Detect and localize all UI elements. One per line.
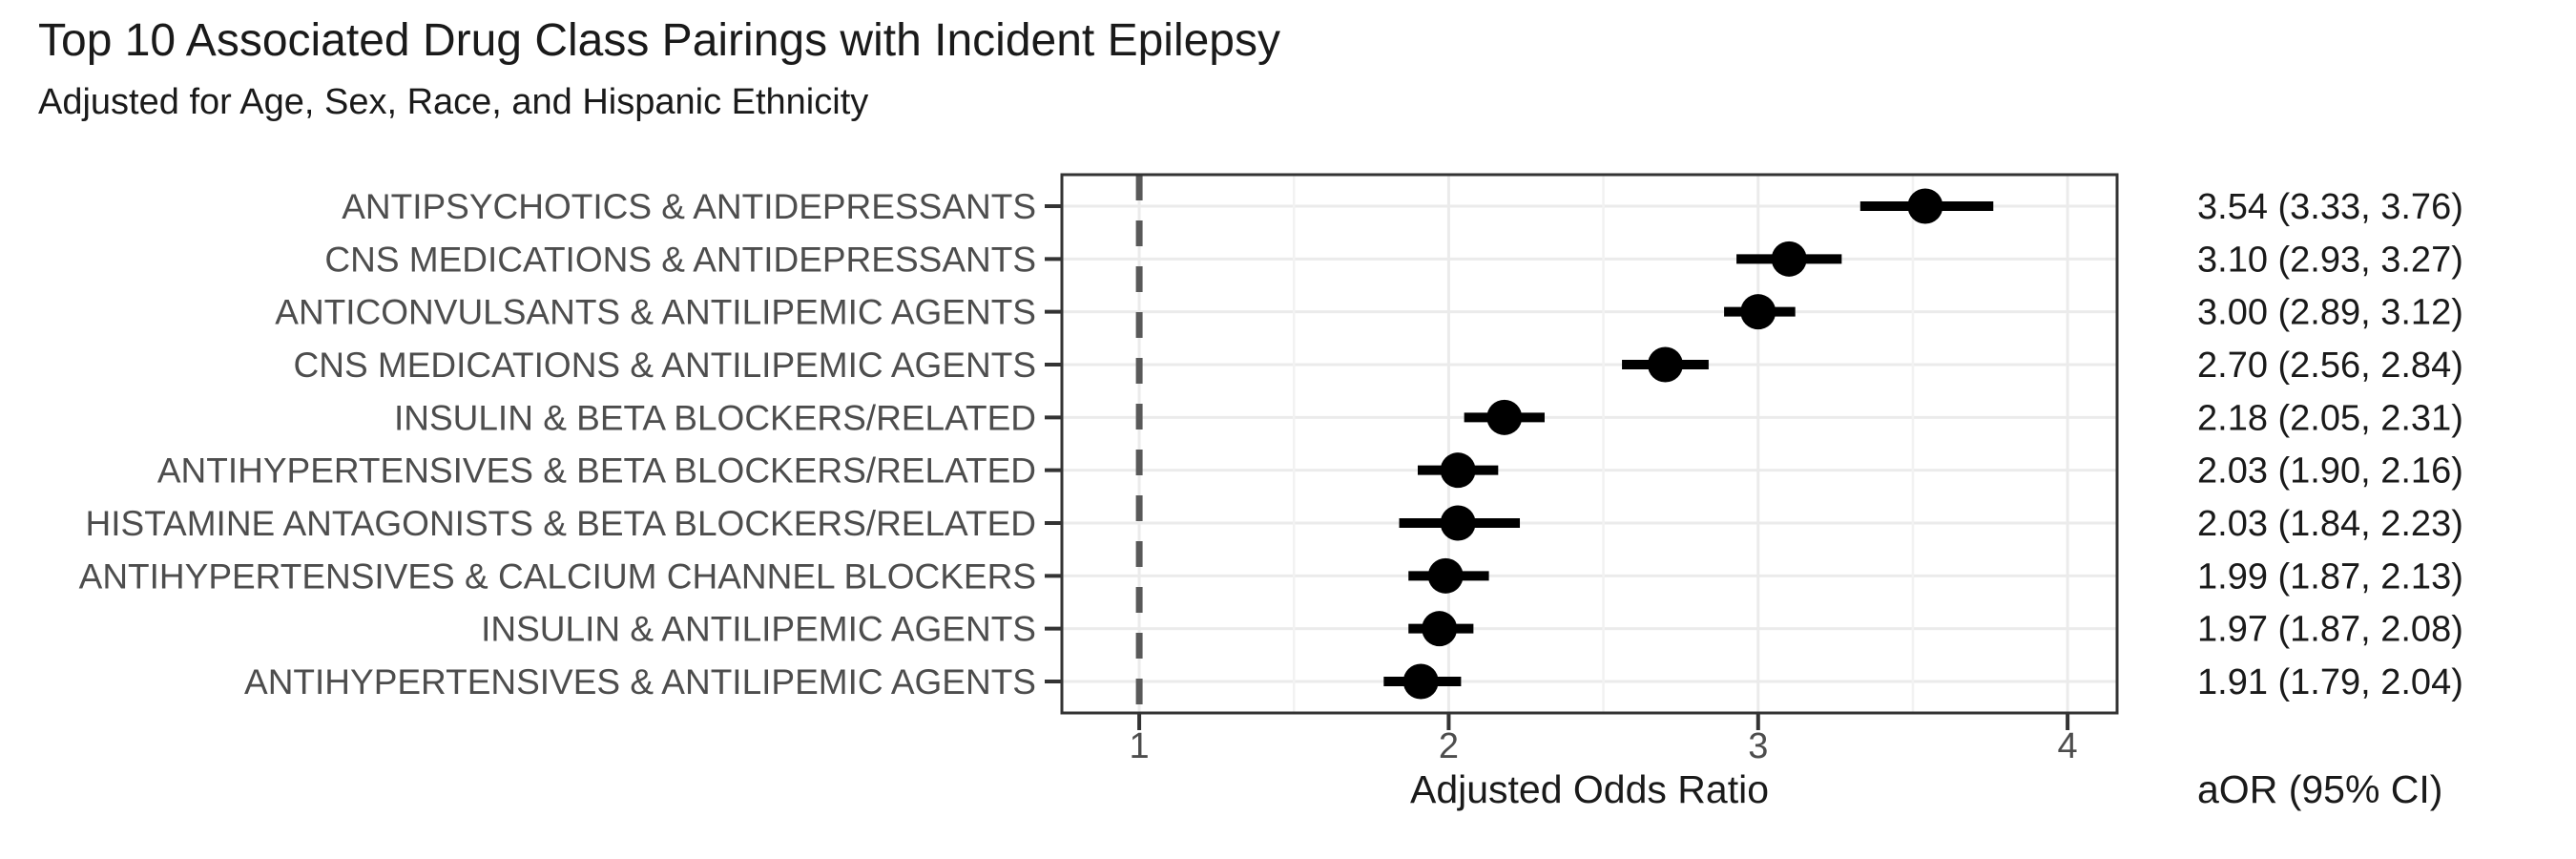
plot-title: Top 10 Associated Drug Class Pairings wi… (38, 15, 1280, 66)
odds-ratio-point (1422, 611, 1458, 647)
aor-ci-value: 3.00 (2.89, 3.12) (2197, 293, 2463, 333)
forest-row (1399, 505, 1521, 541)
plot-subtitle: Adjusted for Age, Sex, Race, and Hispani… (38, 82, 868, 122)
aor-ci-value: 2.03 (1.84, 2.23) (2197, 504, 2463, 544)
aor-ci-value: 1.91 (1.79, 2.04) (2197, 662, 2463, 702)
y-axis-label: ANTIHYPERTENSIVES & ANTILIPEMIC AGENTS (244, 662, 1036, 702)
y-axis-label: ANTICONVULSANTS & ANTILIPEMIC AGENTS (275, 293, 1036, 332)
odds-ratio-point (1427, 557, 1464, 594)
annotation-column-header: aOR (95% CI) (2197, 767, 2442, 811)
odds-ratio-point (1740, 294, 1776, 330)
grid-layer (1062, 175, 2117, 713)
aor-ci-value: 1.97 (1.87, 2.08) (2197, 610, 2463, 650)
odds-ratio-point (1440, 505, 1476, 541)
forest-row (1417, 452, 1499, 489)
odds-ratio-point (1647, 346, 1683, 383)
odds-ratio-point (1771, 241, 1807, 277)
odds-ratio-point (1486, 399, 1523, 435)
y-axis-label: INSULIN & BETA BLOCKERS/RELATED (394, 398, 1036, 437)
y-axis-label: ANTIPSYCHOTICS & ANTIDEPRESSANTS (342, 187, 1036, 226)
forest-row (1724, 294, 1796, 330)
y-axis-label: CNS MEDICATIONS & ANTILIPEMIC AGENTS (294, 346, 1037, 385)
forest-row (1383, 663, 1462, 700)
forest-row (1622, 346, 1709, 383)
axis-layer (1045, 173, 2119, 730)
forest-row (1736, 241, 1842, 277)
x-tick-label: 1 (1130, 726, 1150, 766)
odds-ratio-point (1402, 663, 1439, 700)
aor-ci-value: 2.70 (2.56, 2.84) (2197, 346, 2463, 386)
aor-ci-value: 3.10 (2.93, 3.27) (2197, 240, 2463, 280)
y-axis-label: ANTIHYPERTENSIVES & CALCIUM CHANNEL BLOC… (79, 556, 1036, 596)
label-layer: 1 2 3 4 ANTIPSYCHOTICS & ANTIDEPRESSANTS 3.54… (79, 187, 2463, 766)
y-axis-label: INSULIN & ANTILIPEMIC AGENTS (481, 610, 1036, 649)
x-tick-label: 2 (1439, 726, 1459, 766)
data-layer (1383, 188, 1994, 700)
aor-ci-value: 2.03 (1.90, 2.16) (2197, 451, 2463, 492)
odds-ratio-point (1907, 188, 1943, 224)
y-axis-label: HISTAMINE ANTAGONISTS & BETA BLOCKERS/RE… (86, 504, 1036, 543)
aor-ci-value: 2.18 (2.05, 2.31) (2197, 398, 2463, 438)
odds-ratio-point (1440, 452, 1476, 489)
x-tick-label: 3 (1748, 726, 1768, 766)
forest-row (1464, 399, 1545, 435)
x-tick-label: 4 (2058, 726, 2078, 766)
x-axis-title: Adjusted Odds Ratio (1410, 767, 1769, 811)
panel-border (1060, 173, 2119, 715)
aor-ci-value: 3.54 (3.33, 3.76) (2197, 187, 2463, 227)
y-axis-label: ANTIHYPERTENSIVES & BETA BLOCKERS/RELATE… (157, 451, 1036, 491)
y-axis-label: CNS MEDICATIONS & ANTIDEPRESSANTS (324, 240, 1036, 279)
forest-row (1408, 557, 1489, 594)
aor-ci-value: 1.99 (1.87, 2.13) (2197, 556, 2463, 597)
forest-row (1408, 611, 1474, 647)
forest-row (1859, 188, 1994, 224)
